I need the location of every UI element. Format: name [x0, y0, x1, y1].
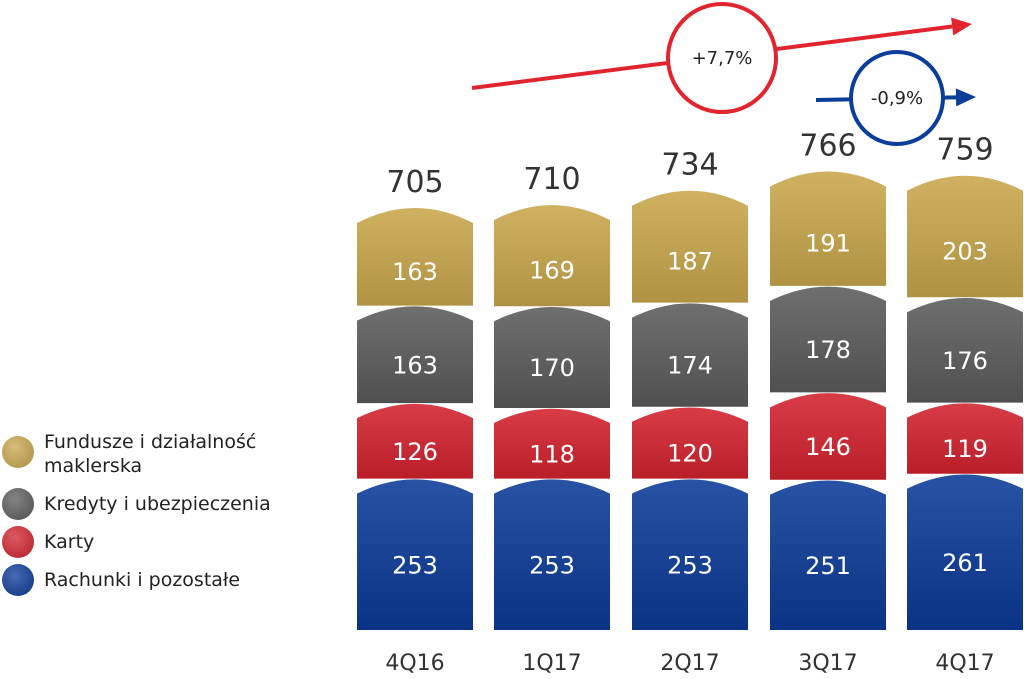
legend-label-rachunki: Rachunki i pozostałe: [44, 569, 241, 591]
segment-rachunki-i-pozostale-4q17: [907, 474, 1023, 630]
legend-swatch-rachunki: [2, 564, 34, 596]
legend-label-kredyty: Kredyty i ubezpieczenia: [44, 493, 271, 515]
segment-karty-4q17: [907, 403, 1023, 474]
value-label-fundusze-i-dzialalnosc-maklerska-1q17: 169: [529, 257, 575, 285]
value-label-fundusze-i-dzialalnosc-maklerska-3q17: 191: [805, 230, 851, 258]
x-tick-label-3q17: 3Q17: [798, 651, 857, 676]
segment-fundusze-i-dzialalnosc-maklerska-2q17: [632, 190, 748, 303]
value-label-kredyty-i-ubezpieczenia-4q17: 176: [942, 347, 988, 375]
segment-karty-2q17: [632, 407, 748, 479]
value-label-karty-3q17: 146: [805, 433, 851, 461]
growth-circle: [849, 50, 945, 146]
growth-annotation-quarterly: -0,9%: [815, 50, 976, 146]
value-label-karty-1q17: 118: [529, 440, 575, 468]
value-label-rachunki-i-pozostale-4q17: 261: [942, 549, 988, 577]
segment-rachunki-i-pozostale-4q16: [357, 479, 473, 630]
value-label-rachunki-i-pozostale-2q17: 253: [667, 551, 713, 579]
x-tick-label-4q16: 4Q16: [385, 651, 444, 676]
value-label-rachunki-i-pozostale-3q17: 251: [805, 552, 851, 580]
legend-item-kredyty: Kredyty i ubezpieczenia: [0, 488, 330, 530]
bar-3q17: 251 146 178 191: [770, 171, 886, 630]
growth-circle: [666, 2, 778, 114]
growth-arrow-head: [951, 17, 972, 36]
segment-kredyty-i-ubezpieczenia-4q17: [907, 297, 1023, 403]
value-label-rachunki-i-pozostale-1q17: 253: [529, 551, 575, 579]
total-label-1q17: 710: [523, 162, 580, 197]
segment-kredyty-i-ubezpieczenia-1q17: [494, 306, 610, 408]
segment-kredyty-i-ubezpieczenia-4q16: [357, 306, 473, 404]
bar-4q16: 253 126 163 163: [357, 208, 473, 630]
segment-karty-3q17: [770, 393, 886, 480]
value-label-fundusze-i-dzialalnosc-maklerska-4q17: 203: [942, 237, 988, 265]
legend-item-rachunki: Rachunki i pozostałe: [0, 564, 330, 606]
segment-kredyty-i-ubezpieczenia-2q17: [632, 303, 748, 407]
value-label-kredyty-i-ubezpieczenia-1q17: 170: [529, 354, 575, 382]
segment-rachunki-i-pozostale-2q17: [632, 479, 748, 630]
value-label-rachunki-i-pozostale-4q16: 253: [392, 551, 438, 579]
legend-swatch-karty: [2, 526, 34, 558]
total-label-2q17: 734: [661, 148, 718, 183]
bar-2q17: 253 120 174 187: [632, 190, 748, 630]
legend-swatch-fundusze: [2, 436, 34, 468]
growth-label: -0,9%: [871, 88, 923, 109]
legend-swatch-kredyty: [2, 488, 34, 520]
segment-fundusze-i-dzialalnosc-maklerska-4q17: [907, 175, 1023, 298]
growth-annotation-total: +7,7%: [471, 2, 972, 114]
total-label-3q17: 766: [799, 129, 856, 164]
value-label-karty-4q16: 126: [392, 438, 438, 466]
segment-karty-1q17: [494, 408, 610, 479]
value-label-karty-2q17: 120: [667, 440, 713, 468]
bar-1q17: 253 118 170 169: [494, 205, 610, 630]
total-label-4q16: 705: [386, 165, 443, 200]
legend-item-karty: Karty: [0, 526, 330, 568]
bar-4q17: 261 119 176 203: [907, 175, 1023, 630]
value-label-kredyty-i-ubezpieczenia-3q17: 178: [805, 336, 851, 364]
x-tick-label-1q17: 1Q17: [522, 651, 581, 676]
value-label-fundusze-i-dzialalnosc-maklerska-4q16: 163: [392, 258, 438, 286]
legend-label-karty: Karty: [44, 531, 95, 553]
growth-label: +7,7%: [692, 48, 753, 69]
segment-fundusze-i-dzialalnosc-maklerska-4q16: [357, 208, 473, 306]
legend-item-fundusze: Fundusze i działalność maklerska: [0, 430, 330, 478]
segment-fundusze-i-dzialalnosc-maklerska-1q17: [494, 205, 610, 307]
value-label-fundusze-i-dzialalnosc-maklerska-2q17: 187: [667, 248, 713, 276]
segment-kredyty-i-ubezpieczenia-3q17: [770, 286, 886, 393]
chart-legend: Fundusze i działalność maklerska Kredyty…: [0, 430, 330, 606]
segment-rachunki-i-pozostale-3q17: [770, 480, 886, 630]
segment-rachunki-i-pozostale-1q17: [494, 479, 610, 630]
value-label-kredyty-i-ubezpieczenia-4q16: 163: [392, 351, 438, 379]
growth-arrow-head: [955, 88, 976, 107]
segment-fundusze-i-dzialalnosc-maklerska-3q17: [770, 171, 886, 286]
segment-karty-4q16: [357, 403, 473, 479]
legend-label-fundusze: Fundusze i działalność maklerska: [44, 431, 257, 477]
total-label-4q17: 759: [936, 133, 993, 168]
x-tick-label-4q17: 4Q17: [935, 651, 994, 676]
value-label-karty-4q17: 119: [942, 435, 988, 463]
value-label-kredyty-i-ubezpieczenia-2q17: 174: [667, 352, 713, 380]
x-tick-label-2q17: 2Q17: [660, 651, 719, 676]
